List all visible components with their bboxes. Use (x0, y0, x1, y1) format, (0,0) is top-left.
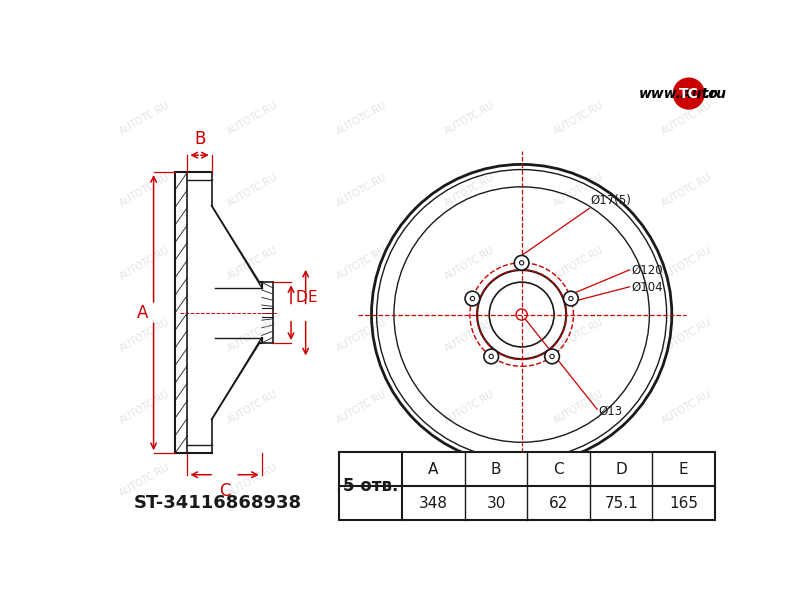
Text: D: D (296, 290, 307, 305)
Circle shape (545, 349, 559, 364)
Text: AUTOTC.RU: AUTOTC.RU (660, 245, 714, 281)
Text: AUTOTC.RU: AUTOTC.RU (226, 245, 280, 281)
Text: AUTOTC.RU: AUTOTC.RU (226, 100, 280, 137)
Text: AUTOTC.RU: AUTOTC.RU (118, 172, 171, 209)
Text: A: A (428, 462, 438, 477)
Text: AUTOTC.RU: AUTOTC.RU (334, 317, 388, 354)
Text: 5 отв.: 5 отв. (343, 477, 398, 495)
Circle shape (484, 349, 498, 364)
Text: 62: 62 (549, 496, 568, 511)
Text: AUTOTC.RU: AUTOTC.RU (226, 389, 280, 426)
Text: 30: 30 (486, 496, 506, 511)
Text: C: C (219, 482, 230, 500)
Text: AUTOTC.RU: AUTOTC.RU (226, 317, 280, 354)
Text: AUTOTC.RU: AUTOTC.RU (443, 245, 497, 281)
Text: AUTOTC.RU: AUTOTC.RU (443, 317, 497, 354)
Text: Ø13: Ø13 (598, 404, 622, 418)
Text: 75.1: 75.1 (604, 496, 638, 511)
Text: Ø17(5): Ø17(5) (591, 194, 632, 207)
Text: Ø104: Ø104 (631, 280, 662, 293)
Text: AUTOTC.RU: AUTOTC.RU (660, 462, 714, 499)
Text: E: E (308, 290, 318, 305)
Text: D: D (615, 462, 627, 477)
Circle shape (465, 291, 480, 306)
Text: AUTOTC.RU: AUTOTC.RU (660, 389, 714, 426)
Text: AUTOTC.RU: AUTOTC.RU (334, 172, 388, 209)
Text: AUTOTC.RU: AUTOTC.RU (118, 245, 171, 281)
Text: www.Auto: www.Auto (638, 86, 718, 101)
Text: C: C (554, 462, 564, 477)
Circle shape (514, 256, 529, 270)
Text: AUTOTC.RU: AUTOTC.RU (226, 172, 280, 209)
Text: 348: 348 (419, 496, 448, 511)
Text: B: B (194, 130, 206, 148)
Text: E: E (679, 462, 689, 477)
Text: ST-34116868938: ST-34116868938 (134, 494, 302, 512)
Text: AUTOTC.RU: AUTOTC.RU (552, 389, 606, 426)
Text: AUTOTC.RU: AUTOTC.RU (660, 100, 714, 137)
Text: AUTOTC.RU: AUTOTC.RU (443, 100, 497, 137)
Text: B: B (491, 462, 502, 477)
Text: AUTOTC.RU: AUTOTC.RU (334, 245, 388, 281)
Text: AUTOTC.RU: AUTOTC.RU (552, 317, 606, 354)
Text: AUTOTC.RU: AUTOTC.RU (552, 462, 606, 499)
Text: AUTOTC.RU: AUTOTC.RU (118, 100, 171, 137)
Text: Ø120: Ø120 (631, 263, 662, 277)
Text: TC: TC (679, 86, 698, 101)
Text: AUTOTC.RU: AUTOTC.RU (552, 100, 606, 137)
Circle shape (563, 291, 578, 306)
Circle shape (674, 78, 704, 109)
Text: AUTOTC.RU: AUTOTC.RU (334, 389, 388, 426)
Text: AUTOTC.RU: AUTOTC.RU (226, 462, 280, 499)
Text: AUTOTC.RU: AUTOTC.RU (443, 172, 497, 209)
Text: AUTOTC.RU: AUTOTC.RU (334, 462, 388, 499)
Text: AUTOTC.RU: AUTOTC.RU (118, 389, 171, 426)
Bar (339, 452, 715, 520)
Text: AUTOTC.RU: AUTOTC.RU (660, 317, 714, 354)
Text: AUTOTC.RU: AUTOTC.RU (660, 172, 714, 209)
Text: AUTOTC.RU: AUTOTC.RU (552, 172, 606, 209)
Text: AUTOTC.RU: AUTOTC.RU (443, 389, 497, 426)
Text: AUTOTC.RU: AUTOTC.RU (118, 317, 171, 354)
Text: A: A (137, 304, 148, 322)
Text: .ru: .ru (704, 86, 726, 101)
Text: AUTOTC.RU: AUTOTC.RU (334, 100, 388, 137)
Text: 165: 165 (669, 496, 698, 511)
Text: AUTOTC.RU: AUTOTC.RU (118, 462, 171, 499)
Text: AUTOTC.RU: AUTOTC.RU (552, 245, 606, 281)
Text: AUTOTC.RU: AUTOTC.RU (443, 462, 497, 499)
